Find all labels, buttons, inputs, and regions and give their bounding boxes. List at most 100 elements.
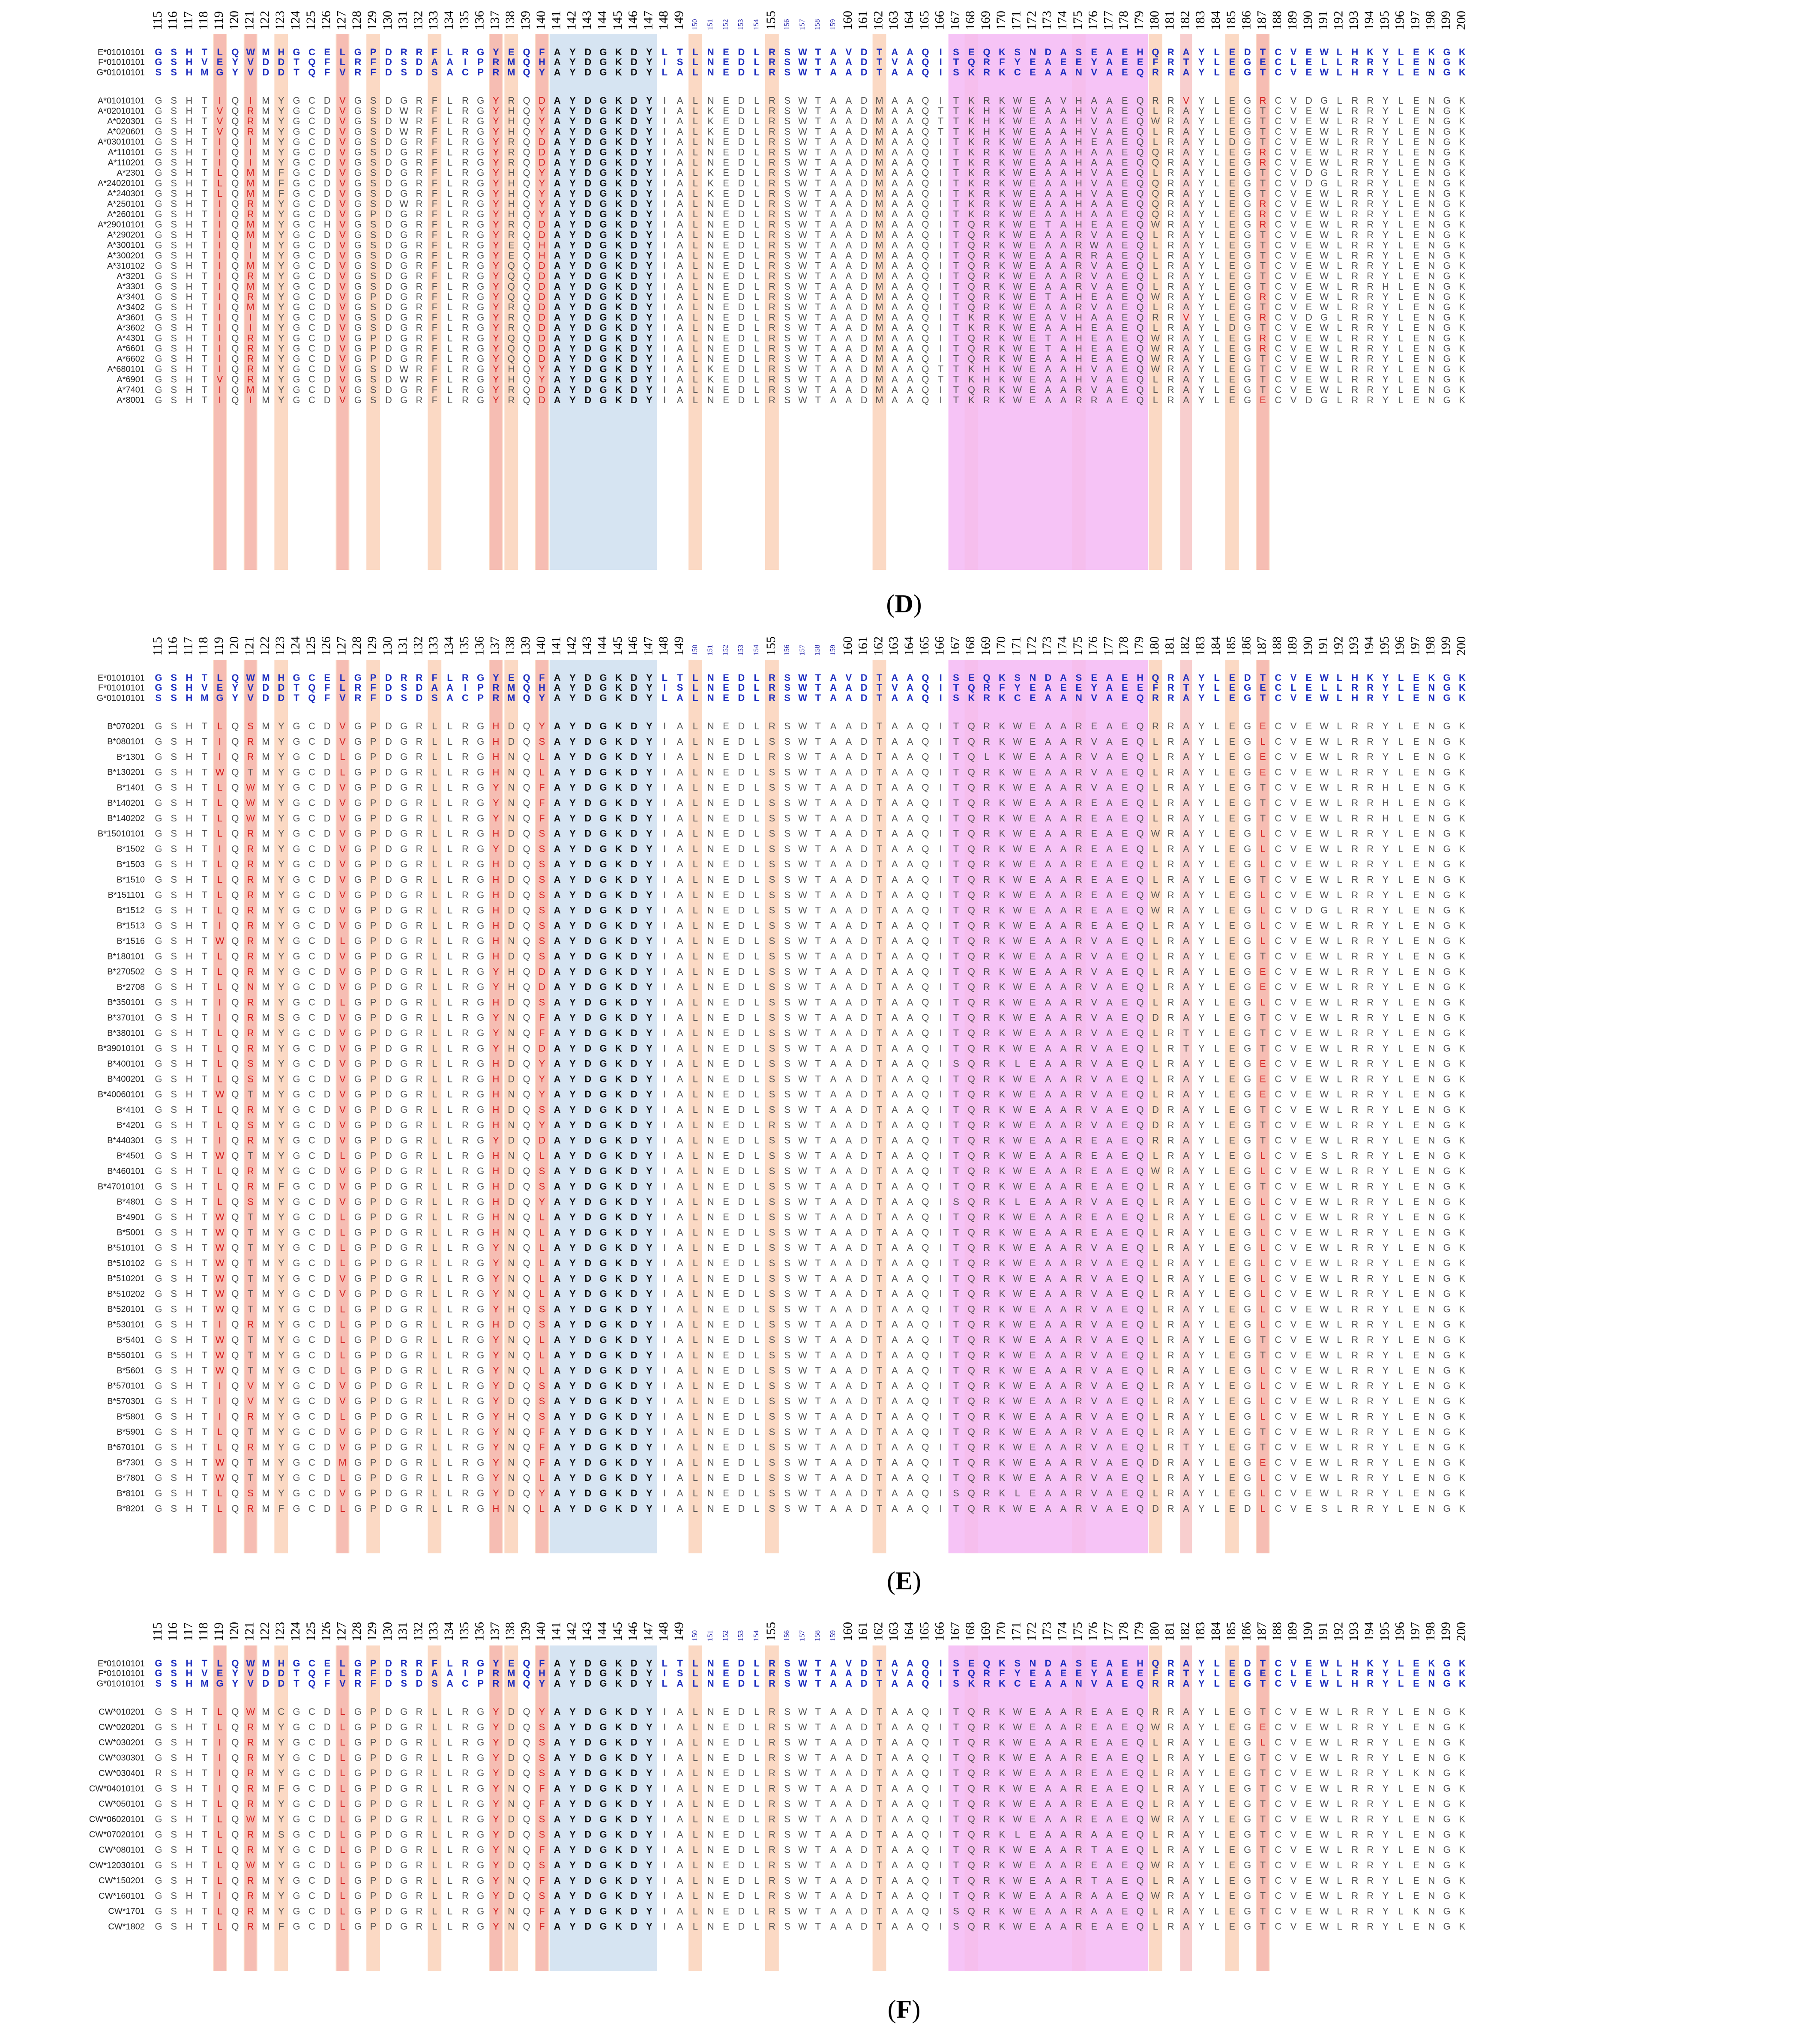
allele-name: E*01010101 — [98, 673, 145, 683]
position-number: 138 — [503, 636, 517, 656]
reference-sequence-row: G*01010101 S S H M G Y V D D T Q F V R F D S D S A C P R M Q Y A Y D G… — [97, 692, 1466, 703]
allele-name: A*24020101 — [98, 179, 145, 188]
position-number: 162 — [871, 11, 885, 30]
allele-sequence-row: A*250101 G S H T I Q R M Y G C D V G S D W R F L R G Y H Q Y A Y D G K D… — [107, 198, 1465, 209]
position-number: 172 — [1024, 11, 1039, 30]
position-number: 138 — [503, 11, 517, 30]
position-number: 175 — [1071, 1622, 1085, 1641]
allele-sequence-row: B*4801 G S H T L Q S M Y G C D V G P D G R L L R G H D Q Y A Y D G K D Y I… — [117, 1196, 1465, 1207]
position-number: 194 — [1362, 11, 1376, 30]
allele-sequence-row: A*240301 G S H T L Q M M F G C D V G S D G R F L R G Y H Q Y A Y D G K D… — [107, 188, 1465, 199]
highlight-layer — [213, 660, 1270, 1553]
allele-sequence-row: A*020301 G S H T V Q R M Y G C D V G S D W R F L R G Y H Q Y A Y D G K D… — [107, 116, 1465, 126]
position-number: 165 — [917, 11, 931, 30]
reference-sequence-row: F*01010101 G S H V E Y V D D T Q F L R F D S D A A I P R M Q H A Y D G… — [98, 1668, 1466, 1678]
position-number: 140 — [534, 11, 548, 30]
position-number: 170 — [994, 11, 1008, 30]
reference-sequence-row: F*01010101 G S H V E Y V D D T Q F L R F D S D A A I P R M Q H A Y D G… — [98, 57, 1466, 67]
allele-name: B*510101 — [107, 1243, 145, 1253]
variable-column-highlight — [244, 660, 257, 1553]
allele-sequence-row: A*3601 G S H T I Q I M Y G C D V G S D G R F L R G Y R Q D A Y D G K D Y I… — [117, 312, 1465, 323]
position-number: 173 — [1040, 1622, 1054, 1641]
allele-sequence-row: B*4901 G S H T W Q T M Y G C D L G P D G R L L R G H N Q L A Y D G K D Y I… — [117, 1211, 1465, 1222]
position-number: 156 — [783, 645, 791, 656]
allele-name: B*140201 — [107, 798, 145, 808]
allele-sequence-row: B*8101 G S H T L Q S M Y G C D V G P D G R L L R G Y D Q Y A Y D G K D Y I… — [117, 1488, 1465, 1499]
panel-caption-e: (E) — [0, 1566, 1808, 1600]
position-number: 178 — [1117, 1622, 1131, 1641]
position-number: 124 — [288, 11, 302, 30]
highlight-layer — [213, 1645, 1270, 1971]
variable-column-highlight — [336, 34, 349, 570]
allele-sequence-row: CW*030301 G S H T I Q R M Y G C D L G P D G R L L R G Y D Q S A Y D G K… — [99, 1752, 1465, 1763]
position-number: 177 — [1101, 636, 1115, 656]
position-number: 122 — [257, 11, 272, 30]
alignment-grid-e: 115 116 117 118 119 120 121 122 123 124 125 126 127 1… — [97, 636, 1468, 1553]
position-number: 169 — [979, 1622, 993, 1641]
allele-name: B*350101 — [107, 998, 145, 1007]
allele-sequence-row: A*01010101 G S H T I Q I M Y G C D V G S D G R F L R G Y R Q D A Y D G… — [98, 95, 1466, 106]
allele-sequence-row: B*510102 G S H T W Q T M Y G C D L G P D G R L L R G Y N Q L A Y D G K D… — [107, 1258, 1465, 1268]
position-number: 124 — [288, 636, 302, 656]
alignment-grid-d: 115 116 117 118 119 120 121 122 123 124 125 126 127 1… — [97, 11, 1468, 570]
allele-name: A*310102 — [107, 261, 145, 271]
position-number: 199 — [1439, 636, 1453, 656]
position-number: 120 — [227, 1622, 241, 1641]
allele-sequence-row: B*151101 G S H T L Q R M Y G C D V G P D G R L L R G H D Q S A Y D G K D… — [108, 890, 1466, 900]
allele-name: B*40060101 — [98, 1090, 145, 1099]
position-number: 154 — [752, 19, 760, 30]
position-number: 119 — [212, 1622, 226, 1641]
position-number: 136 — [473, 636, 487, 656]
conserved-column-highlight — [504, 1645, 518, 1971]
position-number: 130 — [380, 1622, 395, 1641]
position-number: 123 — [273, 11, 287, 30]
position-number: 184 — [1209, 11, 1223, 30]
position-number: 118 — [196, 637, 210, 656]
position-number: 159 — [829, 645, 837, 656]
allele-name: B*550101 — [107, 1351, 145, 1360]
position-number: 115 — [150, 637, 165, 656]
allele-name: CW*160101 — [99, 1891, 145, 1901]
allele-sequence-row: CW*030201 G S H T I Q R M Y G C D L G P D G R L L R G Y D Q S A Y D G K… — [99, 1737, 1465, 1747]
position-number: 197 — [1408, 1622, 1422, 1641]
position-number: 132 — [411, 1622, 425, 1641]
allele-name: A*240301 — [107, 189, 145, 198]
variable-column-highlight — [336, 660, 349, 1553]
allele-sequence-row: B*270502 G S H T L Q R M Y G C D V G P D G R L L R G Y H Q D A Y D G K D… — [107, 966, 1465, 977]
position-number: 145 — [611, 636, 625, 656]
position-number: 146 — [626, 1622, 640, 1641]
allele-name: B*5401 — [117, 1335, 145, 1345]
position-number: 176 — [1086, 636, 1100, 656]
position-number: 180 — [1147, 636, 1161, 656]
allele-sequence-row: A*3301 G S H T I Q M M Y G C D V G S D G R F L R G Y Q Q D A Y D G K D Y I… — [117, 281, 1465, 292]
allele-name: CW*150201 — [99, 1876, 145, 1885]
position-number: 145 — [611, 11, 625, 30]
position-number: 118 — [196, 11, 210, 30]
position-number: 174 — [1055, 636, 1069, 656]
allele-name: A*250101 — [107, 199, 145, 209]
allele-sequence-row: A*3402 G S H T I Q M M Y G C D V G S D G R F L R G Y R Q D A Y D G K D Y I… — [117, 302, 1465, 312]
position-number: 189 — [1285, 11, 1299, 30]
position-number: 167 — [948, 11, 962, 30]
